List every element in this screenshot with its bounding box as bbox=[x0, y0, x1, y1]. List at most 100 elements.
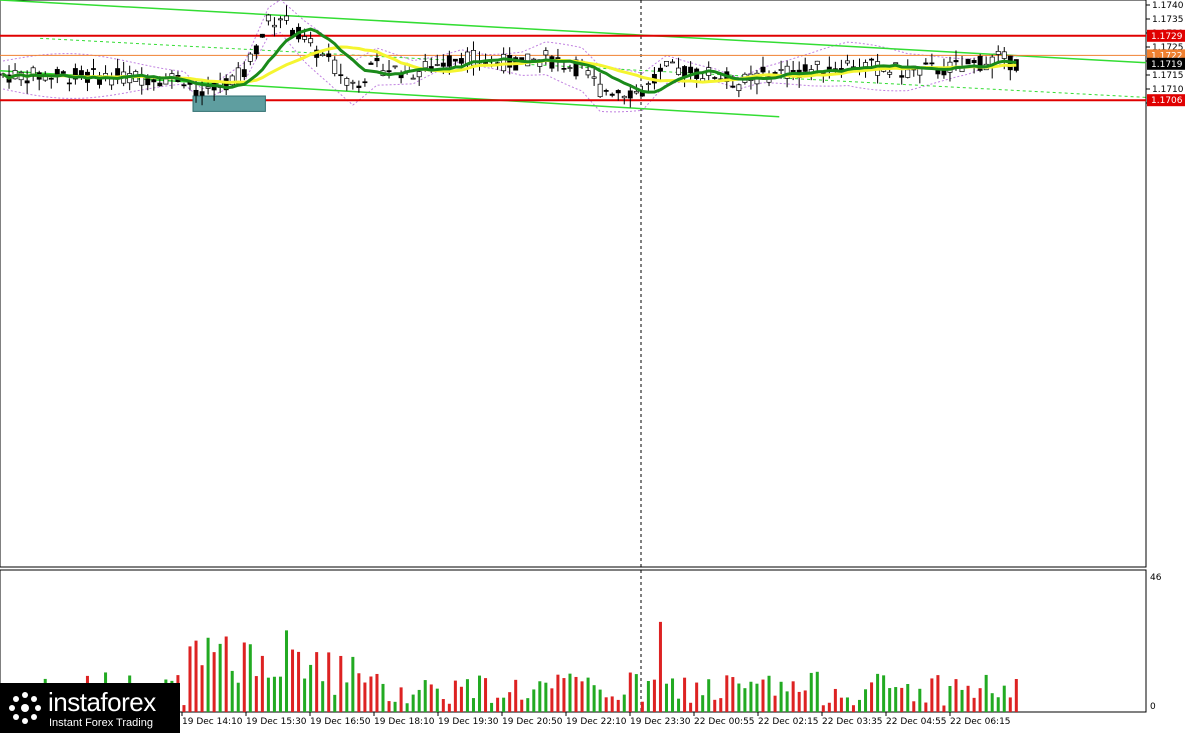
candle bbox=[151, 76, 157, 91]
logo-tagline: Instant Forex Trading bbox=[49, 717, 153, 729]
candle-body bbox=[736, 84, 742, 91]
candle bbox=[549, 55, 555, 72]
time-tick-label: 22 Dec 03:35 bbox=[822, 717, 883, 727]
candle-body bbox=[730, 85, 736, 88]
candle-body bbox=[869, 58, 875, 61]
candle-body bbox=[905, 69, 911, 78]
candle-body bbox=[109, 78, 115, 86]
candle-body bbox=[965, 59, 971, 65]
candle bbox=[923, 58, 929, 65]
candle bbox=[235, 62, 241, 84]
candle-body bbox=[440, 62, 446, 67]
price-tick-label: 1.1710 bbox=[1152, 85, 1184, 95]
candle-body bbox=[446, 55, 452, 67]
candle-body bbox=[326, 53, 332, 58]
candle-body bbox=[1001, 51, 1007, 59]
price-tick-label: 1.1735 bbox=[1152, 15, 1184, 25]
candle bbox=[959, 55, 965, 73]
candle-body bbox=[688, 66, 694, 74]
candle bbox=[670, 59, 675, 64]
price-tag-label: 1.1719 bbox=[1151, 60, 1183, 70]
candle-body bbox=[929, 62, 935, 65]
candle-body bbox=[887, 71, 893, 75]
candle-body bbox=[977, 56, 983, 71]
candle-body bbox=[549, 56, 555, 69]
candle-body bbox=[235, 67, 241, 84]
candle bbox=[265, 13, 271, 26]
candle-body bbox=[332, 59, 338, 74]
candle bbox=[332, 56, 338, 77]
candle bbox=[121, 61, 127, 87]
candle-body bbox=[609, 93, 615, 96]
candle bbox=[229, 74, 235, 87]
candle bbox=[181, 82, 187, 89]
candle-body bbox=[645, 83, 651, 85]
candle bbox=[362, 78, 368, 87]
candle bbox=[899, 70, 905, 85]
candle bbox=[471, 41, 476, 76]
price-tag-label: 1.1706 bbox=[1151, 96, 1183, 106]
candle bbox=[139, 67, 145, 95]
price-tags: 1.1729 1.1722 1.1706 1.1719 bbox=[1147, 29, 1185, 107]
candle-body bbox=[664, 61, 669, 67]
price-tick-label: 1.1740 bbox=[1152, 1, 1184, 11]
candle bbox=[621, 95, 627, 105]
candle-body bbox=[923, 62, 929, 65]
candle-body bbox=[585, 70, 591, 76]
candle-body bbox=[844, 60, 850, 64]
candle-body bbox=[253, 45, 259, 55]
candle-body bbox=[386, 70, 392, 73]
candle bbox=[356, 80, 362, 93]
candle-body bbox=[712, 77, 718, 79]
time-tick-label: 19 Dec 15:30 bbox=[246, 717, 307, 727]
candle-body bbox=[621, 95, 627, 99]
candle-body bbox=[422, 61, 428, 69]
candle-body bbox=[151, 79, 157, 83]
candle bbox=[247, 52, 253, 66]
candle bbox=[1007, 55, 1013, 81]
candle-body bbox=[356, 85, 362, 88]
candle bbox=[416, 68, 422, 86]
candle-body bbox=[543, 50, 549, 56]
candle-body bbox=[60, 71, 66, 74]
candle-body bbox=[205, 86, 211, 89]
channel-line-1 bbox=[0, 0, 1147, 64]
candle-body bbox=[561, 68, 567, 70]
candle bbox=[754, 70, 760, 95]
candle-body bbox=[284, 15, 289, 21]
candle-body bbox=[338, 74, 344, 77]
price-tag-box bbox=[1147, 94, 1185, 107]
candle-body bbox=[259, 33, 265, 38]
candle-body bbox=[350, 81, 356, 84]
time-tick-label: 19 Dec 22:10 bbox=[566, 717, 627, 727]
time-tick-label: 22 Dec 02:15 bbox=[758, 717, 819, 727]
candle bbox=[664, 61, 669, 68]
candle-body bbox=[199, 91, 205, 96]
candle bbox=[603, 88, 609, 96]
time-tick-label: 22 Dec 06:15 bbox=[950, 717, 1011, 727]
candle bbox=[483, 53, 489, 65]
candle bbox=[36, 70, 42, 91]
candle-body bbox=[193, 89, 199, 96]
candle bbox=[838, 59, 844, 78]
candle-body bbox=[278, 18, 283, 21]
candle-body bbox=[392, 65, 398, 68]
candle-body bbox=[368, 62, 374, 65]
price-tag-box bbox=[1147, 57, 1185, 70]
candle bbox=[30, 65, 36, 82]
candle-body bbox=[483, 62, 489, 64]
candle bbox=[326, 43, 332, 62]
candle-body bbox=[591, 76, 597, 79]
candle bbox=[688, 61, 694, 81]
candle-body bbox=[91, 68, 96, 70]
horizontal-levels bbox=[0, 34, 1146, 102]
candle-body bbox=[434, 64, 440, 66]
candle bbox=[24, 70, 30, 94]
candle bbox=[84, 69, 90, 92]
candle bbox=[567, 64, 573, 72]
candle bbox=[314, 45, 320, 67]
candle-body bbox=[995, 50, 1001, 55]
candle bbox=[657, 63, 663, 82]
candle bbox=[887, 70, 893, 79]
candle-body bbox=[223, 78, 229, 91]
